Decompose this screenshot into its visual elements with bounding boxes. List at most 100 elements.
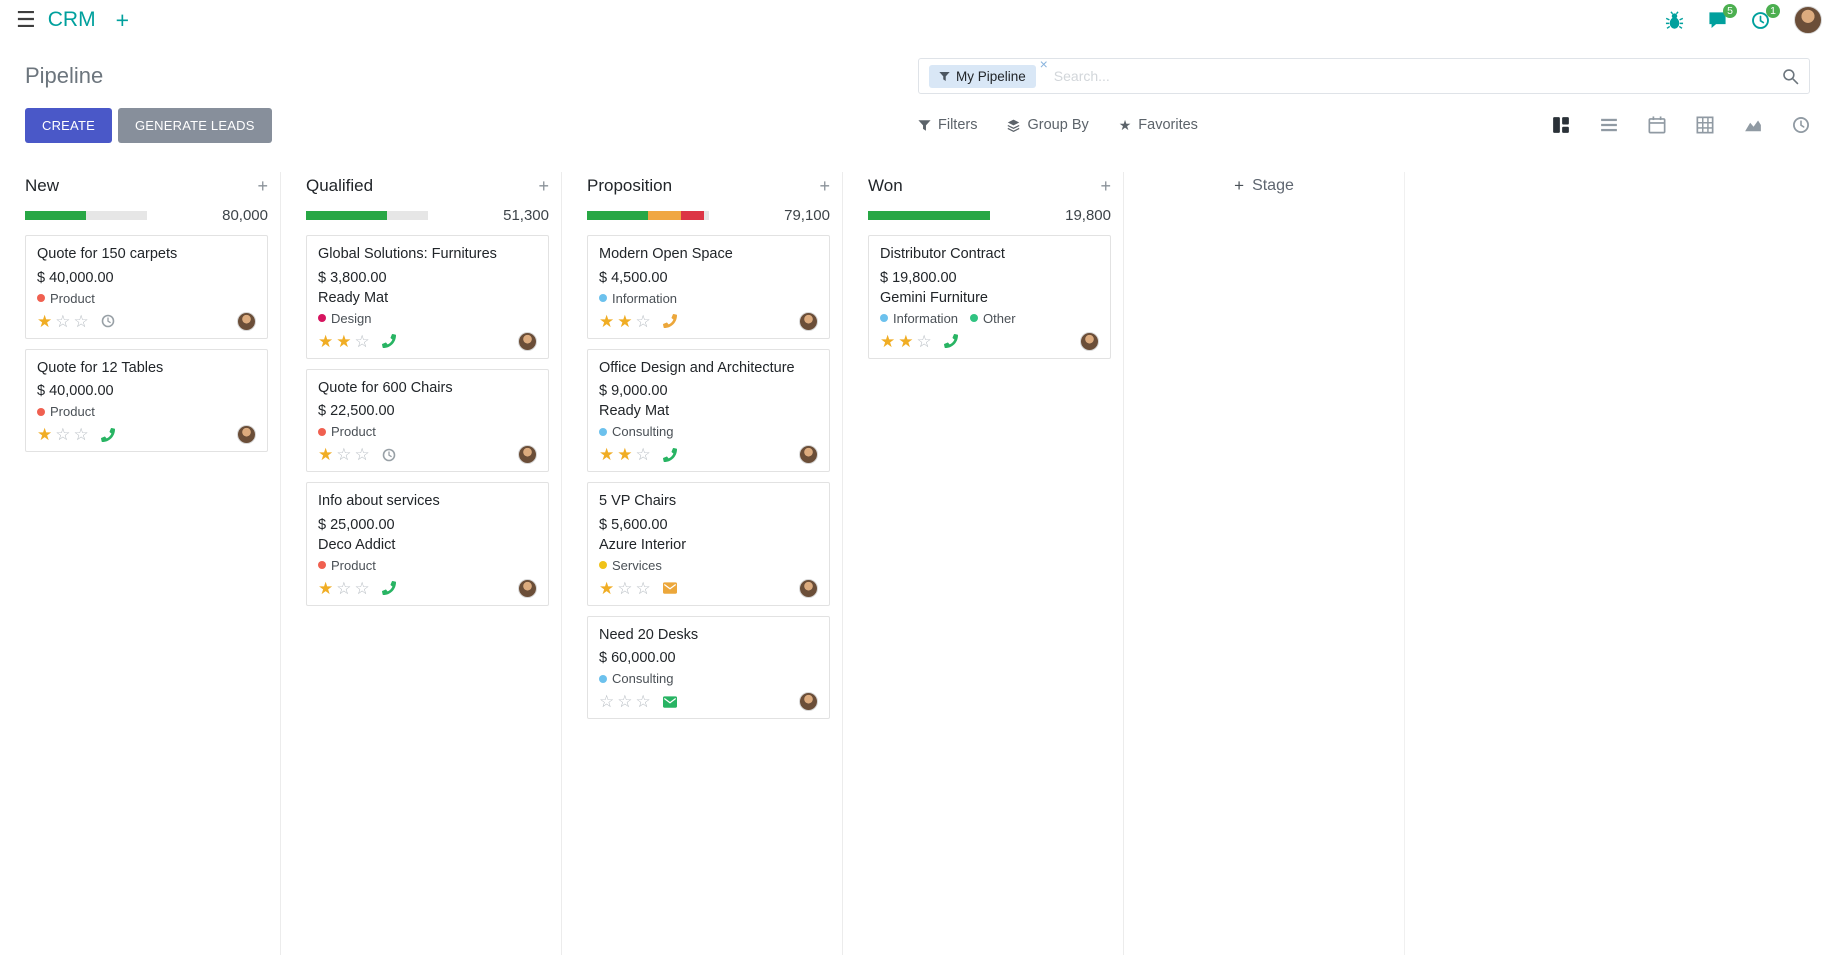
column-progressbar[interactable] <box>306 210 428 220</box>
priority-star-icon[interactable]: ★ <box>617 311 633 331</box>
salesperson-avatar[interactable] <box>237 311 256 331</box>
card-title[interactable]: Quote for 150 carpets <box>37 246 178 262</box>
priority-star-icon[interactable]: ☆ <box>916 331 932 351</box>
priority-star-icon[interactable]: ☆ <box>617 578 633 598</box>
user-avatar[interactable] <box>1794 6 1822 34</box>
column-quick-create-icon[interactable]: + <box>257 176 268 196</box>
card-title[interactable]: Distributor Contract <box>880 246 1005 262</box>
priority-star-icon[interactable]: ★ <box>318 331 334 351</box>
view-kanban-icon[interactable] <box>1552 116 1570 134</box>
priority-star-icon[interactable]: ☆ <box>635 692 651 712</box>
priority-star-icon[interactable]: ★ <box>617 445 633 465</box>
search-icon[interactable] <box>1782 68 1799 85</box>
priority-star-icon[interactable]: ★ <box>37 425 53 445</box>
column-title[interactable]: Qualified <box>306 176 374 195</box>
card-title[interactable]: Quote for 600 Chairs <box>318 379 453 396</box>
priority-star-icon[interactable]: ☆ <box>635 445 651 465</box>
view-graph-icon[interactable] <box>1744 116 1762 134</box>
kanban-card[interactable]: 5 VP Chairs $ 5,600.00 Azure Interior Se… <box>587 482 830 606</box>
card-title[interactable]: Office Design and Architecture <box>599 359 795 376</box>
search-bar[interactable]: My Pipeline × <box>918 56 1810 94</box>
priority-star-icon[interactable]: ☆ <box>73 311 89 331</box>
priority-star-icon[interactable]: ★ <box>318 445 334 465</box>
priority-star-icon[interactable]: ☆ <box>55 425 71 445</box>
kanban-card[interactable]: Need 20 Desks $ 60,000.00 Consulting ☆ ☆ ☆ <box>587 615 830 720</box>
view-pivot-icon[interactable] <box>1696 116 1714 134</box>
search-input[interactable] <box>1053 68 1782 84</box>
priority-star-icon[interactable]: ★ <box>599 445 615 465</box>
priority-star-icon[interactable]: ★ <box>37 311 53 331</box>
salesperson-avatar[interactable] <box>1080 331 1099 351</box>
priority-star-icon[interactable]: ☆ <box>635 578 651 598</box>
column-quick-create-icon[interactable]: + <box>1100 176 1111 196</box>
priority-star-icon[interactable]: ★ <box>336 331 352 351</box>
activity-phone-icon[interactable] <box>662 447 677 462</box>
activity-phone-icon[interactable] <box>662 314 677 329</box>
salesperson-avatar[interactable] <box>237 425 256 445</box>
priority-star-icon[interactable]: ★ <box>880 331 896 351</box>
priority-star-icon[interactable]: ★ <box>898 331 914 351</box>
activity-clock-icon[interactable] <box>382 448 396 462</box>
activity-phone-icon[interactable] <box>100 427 115 442</box>
salesperson-avatar[interactable] <box>518 331 537 351</box>
kanban-card[interactable]: Quote for 600 Chairs $ 22,500.00 Product… <box>306 368 549 473</box>
activity-phone-icon[interactable] <box>943 334 958 349</box>
priority-star-icon[interactable]: ★ <box>318 578 334 598</box>
app-name[interactable]: CRM <box>47 8 96 31</box>
bug-icon[interactable] <box>1665 10 1684 30</box>
card-title[interactable]: 5 VP Chairs <box>599 493 677 510</box>
kanban-card[interactable]: Quote for 150 carpets $ 40,000.00 Produc… <box>25 235 268 339</box>
filters-button[interactable]: Filters <box>918 117 977 133</box>
view-activity-icon[interactable] <box>1792 116 1810 134</box>
salesperson-avatar[interactable] <box>518 445 537 465</box>
activity-envelope-icon[interactable] <box>662 695 677 709</box>
navbar-plus-button[interactable]: + <box>115 6 129 33</box>
column-quick-create-icon[interactable]: + <box>538 176 549 196</box>
priority-star-icon[interactable]: ☆ <box>354 445 370 465</box>
card-title[interactable]: Modern Open Space <box>599 246 733 262</box>
facet-remove-icon[interactable]: × <box>1039 55 1048 72</box>
column-progressbar[interactable] <box>25 210 147 220</box>
salesperson-avatar[interactable] <box>799 692 818 712</box>
salesperson-avatar[interactable] <box>799 445 818 465</box>
column-progressbar[interactable] <box>868 210 990 220</box>
add-stage-button[interactable]: + Stage <box>1234 176 1294 196</box>
activity-phone-icon[interactable] <box>381 334 396 349</box>
priority-star-icon[interactable]: ☆ <box>73 425 89 445</box>
create-button[interactable]: CREATE <box>25 107 112 143</box>
priority-star-icon[interactable]: ☆ <box>336 445 352 465</box>
salesperson-avatar[interactable] <box>799 311 818 331</box>
view-list-icon[interactable] <box>1600 116 1618 134</box>
priority-star-icon[interactable]: ☆ <box>55 311 71 331</box>
card-title[interactable]: Need 20 Desks <box>599 626 699 643</box>
search-facet[interactable]: My Pipeline × <box>929 56 1048 88</box>
salesperson-avatar[interactable] <box>518 578 537 598</box>
column-progressbar[interactable] <box>587 210 709 220</box>
priority-star-icon[interactable]: ★ <box>599 578 615 598</box>
salesperson-avatar[interactable] <box>799 578 818 598</box>
column-title[interactable]: New <box>25 176 60 195</box>
priority-star-icon[interactable]: ☆ <box>354 578 370 598</box>
column-quick-create-icon[interactable]: + <box>819 176 830 196</box>
view-calendar-icon[interactable] <box>1648 116 1666 134</box>
column-title[interactable]: Won <box>868 176 903 195</box>
card-title[interactable]: Global Solutions: Furnitures <box>318 246 497 262</box>
kanban-card[interactable]: Office Design and Architecture $ 9,000.0… <box>587 348 830 473</box>
kanban-card[interactable]: Quote for 12 Tables $ 40,000.00 Product … <box>25 348 268 453</box>
priority-star-icon[interactable]: ☆ <box>354 331 370 351</box>
kanban-card[interactable]: Modern Open Space $ 4,500.00 Information… <box>587 235 830 339</box>
kanban-card[interactable]: Info about services $ 25,000.00 Deco Add… <box>306 482 549 606</box>
messages-icon[interactable]: 5 <box>1708 3 1737 30</box>
group-by-button[interactable]: Group By <box>1007 117 1089 133</box>
card-title[interactable]: Info about services <box>318 493 440 510</box>
kanban-card[interactable]: Distributor Contract $ 19,800.00 Gemini … <box>868 235 1111 359</box>
column-title[interactable]: Proposition <box>587 176 673 195</box>
card-title[interactable]: Quote for 12 Tables <box>37 359 164 376</box>
activity-phone-icon[interactable] <box>381 581 396 596</box>
generate-leads-button[interactable]: GENERATE LEADS <box>117 107 272 143</box>
priority-star-icon[interactable]: ☆ <box>599 692 615 712</box>
activity-envelope-icon[interactable] <box>662 581 677 595</box>
priority-star-icon[interactable]: ☆ <box>336 578 352 598</box>
kanban-card[interactable]: Global Solutions: Furnitures $ 3,800.00 … <box>306 235 549 359</box>
apps-menu-icon[interactable]: ☰ <box>16 7 36 32</box>
